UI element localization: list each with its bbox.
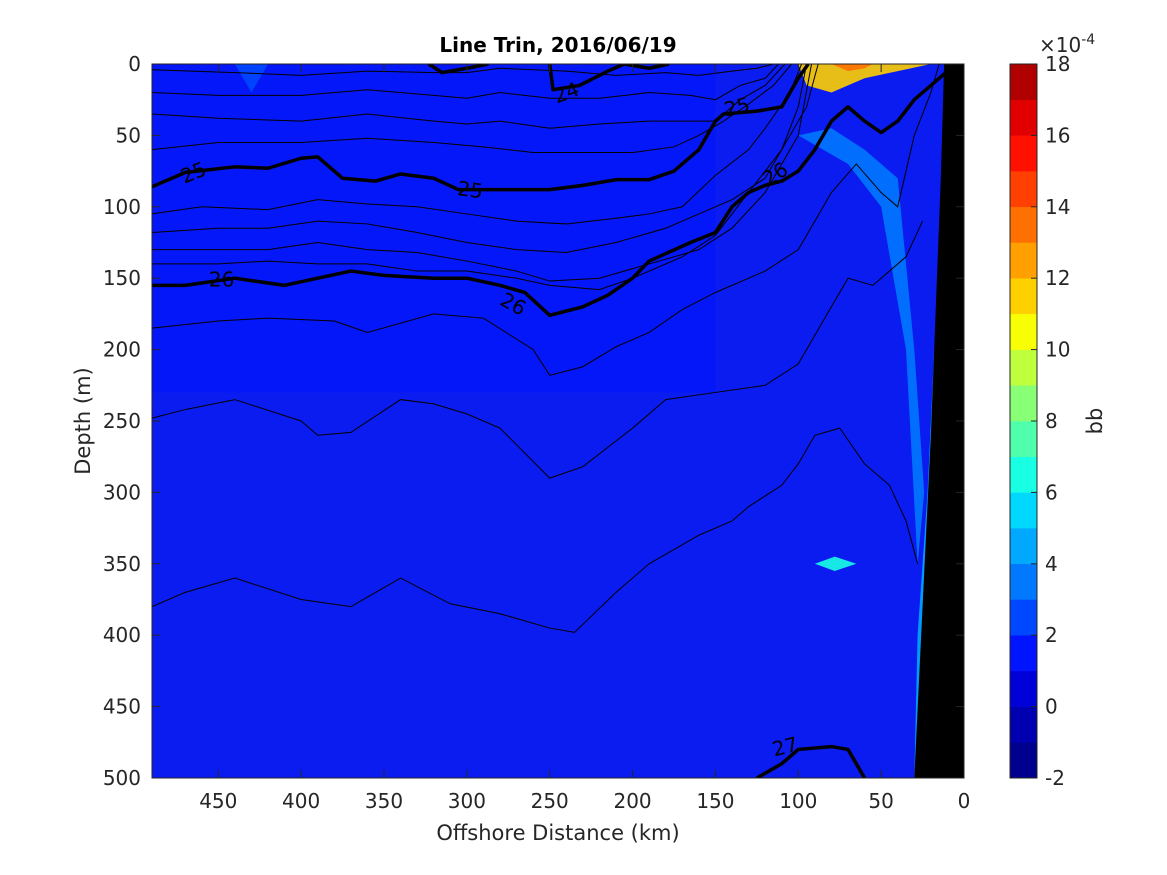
colorbar-band-2 (1009, 599, 1038, 636)
thin-contour-2 (152, 64, 786, 129)
x-tick-label-250: 250 (531, 789, 569, 813)
y-tick-label-50: 50 (116, 123, 141, 147)
thin-contour-7 (152, 64, 819, 291)
colorbar-tick-label--2: -2 (1045, 766, 1065, 790)
colorbar-exponent: ×10-4 (1039, 32, 1095, 57)
colorbar-band-3 (1009, 563, 1038, 600)
colorbar-tick-label-4: 4 (1045, 552, 1058, 576)
colorbar-label: bb (1083, 408, 1107, 435)
contour-24-line-0 (427, 64, 489, 75)
colorbar-band-12 (1009, 242, 1038, 279)
colorbar-band--2 (1009, 742, 1038, 779)
thin-contour-4 (152, 64, 803, 225)
x-tick-label-100: 100 (779, 789, 817, 813)
x-axis-label: Offshore Distance (km) (436, 821, 679, 845)
colorbar-band-4 (1009, 527, 1038, 565)
thin-contour-1 (152, 64, 779, 101)
y-tick-label-350: 350 (103, 552, 141, 576)
y-tick-label-400: 400 (103, 623, 141, 647)
colorbar-band-13 (1009, 206, 1038, 243)
thin-contour-8 (152, 64, 940, 376)
colorbar-tick-label-14: 14 (1045, 195, 1070, 219)
thin-contour-3 (152, 64, 793, 154)
contour-label-3: 25 (722, 92, 753, 121)
colorbar-band-10 (1009, 313, 1038, 350)
y-tick-label-0: 0 (128, 52, 141, 76)
x-tick-label-50: 50 (868, 789, 893, 813)
thick-contours (152, 64, 949, 778)
colorbar (1009, 63, 1038, 779)
color-patch-4 (715, 64, 931, 93)
thin-contour-9 (152, 220, 924, 479)
colorbar-band-1 (1009, 634, 1038, 672)
colorbar-band-0 (1009, 670, 1038, 707)
colorbar-tick-label-6: 6 (1045, 480, 1058, 504)
contour-label-4: 26 (209, 268, 234, 292)
colorbar-tick-label-0: 0 (1045, 695, 1058, 719)
x-axis-ticks: 450 400 350 300 250 200 150 100 50 0 (199, 64, 970, 813)
colorbar-band-5 (1009, 492, 1038, 529)
x-tick-label-0: 0 (958, 789, 971, 813)
color-patch-2 (798, 128, 925, 564)
y-tick-label-300: 300 (103, 480, 141, 504)
contour-25-line-2 (152, 64, 810, 192)
colorbar-band-9 (1009, 349, 1038, 386)
colorbar-band-8 (1009, 385, 1038, 422)
contour-27-line-4 (755, 744, 867, 778)
x-tick-label-450: 450 (199, 789, 237, 813)
color-patch-6 (814, 556, 857, 571)
thin-contour-6 (152, 64, 813, 282)
y-axis-ticks: 0 50 100 150 200 250 300 350 400 450 500 (103, 52, 964, 790)
contour-26-line-3 (152, 69, 949, 318)
contour-label-2: 25 (456, 176, 485, 203)
colorbar-band-11 (1009, 277, 1038, 315)
seafloor-bathymetry (914, 64, 964, 778)
chart-title: Line Trin, 2016/06/19 (439, 33, 676, 57)
colorbar-band-17 (1009, 63, 1038, 100)
colorbar-tick-label-16: 16 (1045, 123, 1070, 147)
x-tick-label-400: 400 (282, 789, 320, 813)
x-tick-label-150: 150 (696, 789, 734, 813)
colorbar-ticks: 18 16 14 12 10 8 6 4 2 0 -2 (1031, 52, 1070, 790)
colorbar-band-7 (1009, 420, 1038, 457)
colorbar-tick-label-18: 18 (1045, 52, 1070, 76)
colorbar-tick-label-10: 10 (1045, 338, 1070, 362)
color-patch-5 (831, 64, 873, 72)
contour-24-line-1 (547, 64, 670, 92)
colorbar-tick-label-12: 12 (1045, 266, 1070, 290)
thin-contour-5 (152, 64, 808, 253)
x-tick-label-200: 200 (613, 789, 651, 813)
y-tick-label-100: 100 (103, 195, 141, 219)
y-tick-label-200: 200 (103, 338, 141, 362)
colorbar-band-15 (1009, 135, 1038, 172)
contour-label-7: 27 (770, 732, 801, 761)
y-tick-label-250: 250 (103, 409, 141, 433)
colorbar-band-14 (1009, 170, 1038, 208)
thin-contour-0 (152, 64, 774, 76)
color-patch-1 (234, 64, 268, 93)
thin-contours (152, 64, 940, 633)
y-tick-label-150: 150 (103, 266, 141, 290)
colorbar-tick-label-2: 2 (1045, 623, 1058, 647)
thin-contour-10 (152, 427, 919, 633)
y-axis-label: Depth (m) (71, 367, 95, 474)
colorbar-tick-label-8: 8 (1045, 409, 1058, 433)
x-tick-label-350: 350 (365, 789, 403, 813)
x-tick-label-300: 300 (448, 789, 486, 813)
y-tick-label-450: 450 (103, 695, 141, 719)
colorbar-band--1 (1009, 706, 1038, 743)
colorbar-band-6 (1009, 456, 1038, 493)
colorbar-band-16 (1009, 99, 1038, 136)
y-tick-label-500: 500 (103, 766, 141, 790)
